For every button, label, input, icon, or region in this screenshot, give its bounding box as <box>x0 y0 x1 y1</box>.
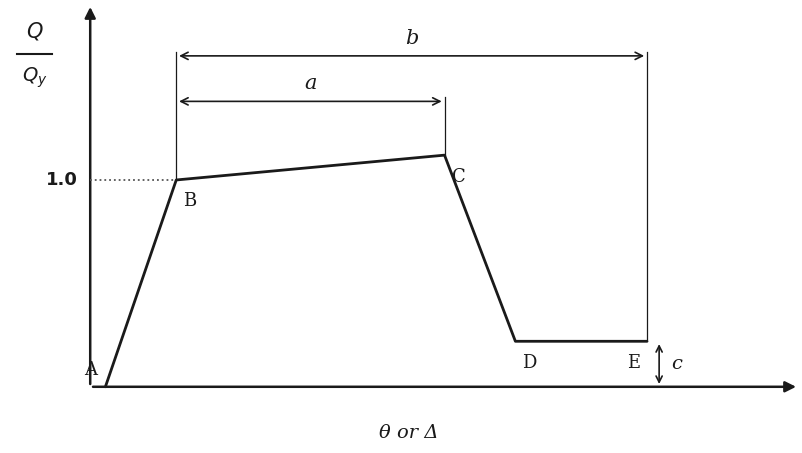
Text: $Q$: $Q$ <box>26 20 43 43</box>
Text: a: a <box>304 74 316 93</box>
Text: b: b <box>404 29 418 48</box>
Text: D: D <box>522 354 537 372</box>
Text: 1.0: 1.0 <box>47 171 78 189</box>
Text: C: C <box>451 168 465 186</box>
Text: c: c <box>670 355 682 373</box>
Text: E: E <box>626 354 639 372</box>
Text: $Q_y$: $Q_y$ <box>22 65 47 90</box>
Text: A: A <box>84 361 97 379</box>
Text: B: B <box>183 193 196 210</box>
Text: θ or Δ: θ or Δ <box>379 424 439 442</box>
